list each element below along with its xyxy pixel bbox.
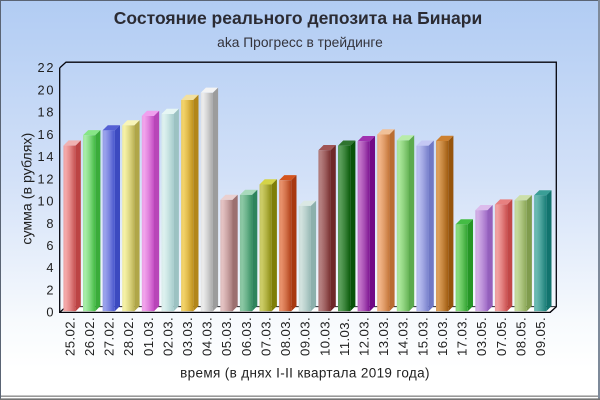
svg-text:сумма (в рублях): сумма (в рублях)	[20, 133, 36, 245]
svg-text:12.03.: 12.03.	[357, 317, 372, 356]
svg-text:14: 14	[37, 149, 55, 164]
svg-text:12: 12	[37, 171, 55, 186]
svg-text:16: 16	[37, 127, 55, 142]
svg-text:02.03.: 02.03.	[160, 317, 175, 356]
svg-text:11.03.: 11.03.	[337, 318, 352, 356]
svg-text:05.03.: 05.03.	[219, 317, 234, 356]
svg-text:17.03.: 17.03.	[455, 317, 470, 356]
svg-text:20: 20	[37, 82, 55, 97]
svg-text:07.05.: 07.05.	[494, 317, 509, 356]
svg-text:2: 2	[46, 283, 55, 298]
svg-text:08.05.: 08.05.	[513, 317, 528, 356]
svg-text:07.03.: 07.03.	[258, 317, 273, 356]
svg-text:4: 4	[46, 260, 55, 275]
svg-text:03.05.: 03.05.	[474, 317, 489, 356]
svg-text:8: 8	[46, 216, 55, 231]
svg-text:08.03.: 08.03.	[278, 317, 293, 356]
svg-text:13.03.: 13.03.	[376, 317, 391, 356]
svg-text:09.03.: 09.03.	[298, 317, 313, 356]
svg-text:04.03.: 04.03.	[200, 317, 215, 356]
svg-text:6: 6	[46, 238, 55, 253]
svg-text:10.03.: 10.03.	[317, 317, 332, 356]
svg-text:25.02.: 25.02.	[62, 317, 77, 356]
svg-text:16.03.: 16.03.	[435, 317, 450, 356]
svg-text:Состояние реального депозита н: Состояние реального депозита на Бинари	[114, 8, 482, 28]
svg-text:14.03.: 14.03.	[396, 317, 411, 356]
svg-text:03.03.: 03.03.	[180, 317, 195, 356]
svg-text:18: 18	[37, 105, 55, 120]
svg-text:15.03.: 15.03.	[415, 317, 430, 356]
svg-text:27.02.: 27.02.	[102, 317, 117, 356]
svg-text:время (в днях I-II квартала 20: время (в днях I-II квартала 2019 года)	[180, 366, 430, 381]
svg-text:01.03.: 01.03.	[141, 317, 156, 356]
svg-text:aka Прогресс в трейдинге: aka Прогресс в трейдинге	[217, 35, 383, 50]
svg-text:22: 22	[37, 60, 55, 75]
svg-text:26.02.: 26.02.	[82, 317, 97, 356]
svg-text:09.05.: 09.05.	[533, 317, 548, 356]
svg-text:0: 0	[46, 305, 55, 320]
svg-text:28.02.: 28.02.	[121, 317, 136, 356]
svg-text:10: 10	[37, 194, 55, 209]
svg-text:06.03.: 06.03.	[239, 317, 254, 356]
